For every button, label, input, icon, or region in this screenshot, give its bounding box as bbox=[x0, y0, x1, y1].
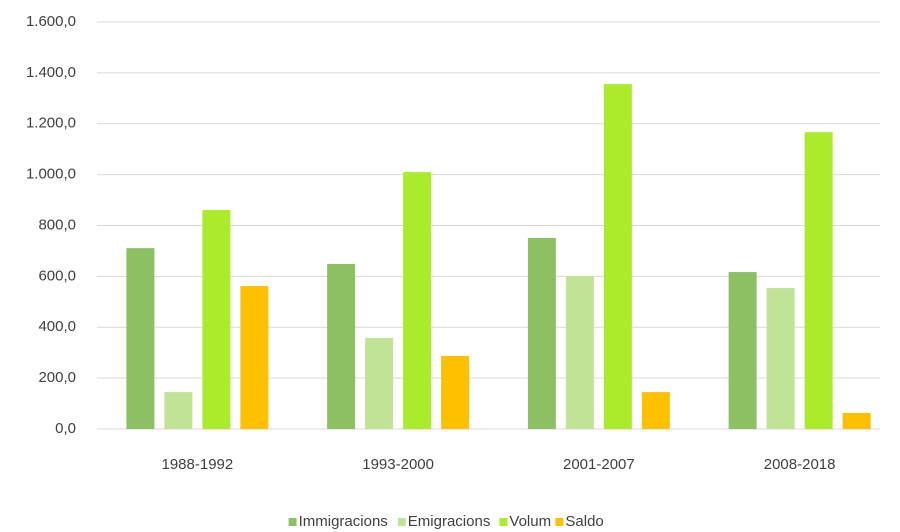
bar bbox=[240, 286, 269, 429]
bar bbox=[804, 132, 833, 429]
bar bbox=[527, 237, 556, 429]
legend-swatch bbox=[397, 518, 406, 526]
y-tick-label: 600,0 bbox=[38, 267, 76, 284]
bar bbox=[365, 337, 394, 429]
legend-swatch bbox=[555, 518, 564, 526]
legend-label: Emigracions bbox=[408, 513, 491, 530]
y-tick-label: 1.200,0 bbox=[26, 115, 76, 132]
bar bbox=[766, 288, 795, 429]
x-tick-label: 1993-2000 bbox=[362, 456, 434, 473]
bar bbox=[164, 392, 193, 429]
legend-label: Saldo bbox=[565, 513, 603, 530]
bar bbox=[842, 412, 871, 429]
bar bbox=[565, 276, 594, 429]
y-tick-label: 0,0 bbox=[55, 420, 76, 437]
y-tick-label: 400,0 bbox=[38, 318, 76, 335]
bar bbox=[403, 172, 432, 430]
y-tick-label: 200,0 bbox=[38, 369, 76, 386]
y-tick-label: 1.000,0 bbox=[26, 166, 76, 183]
bar bbox=[202, 209, 231, 429]
bar bbox=[728, 272, 757, 429]
y-tick-label: 1.400,0 bbox=[26, 64, 76, 81]
bar bbox=[327, 263, 356, 429]
y-tick-label: 1.600,0 bbox=[26, 13, 76, 30]
bar bbox=[641, 392, 670, 429]
legend-label: Immigracions bbox=[299, 513, 388, 530]
legend-swatch bbox=[499, 518, 508, 526]
bar bbox=[603, 84, 632, 429]
legend-label: Volum bbox=[509, 513, 551, 530]
bar bbox=[441, 355, 470, 429]
bar bbox=[126, 248, 155, 429]
legend-swatch bbox=[288, 518, 297, 526]
x-tick-label: 1988-1992 bbox=[162, 456, 234, 473]
x-tick-label: 2008-2018 bbox=[764, 456, 836, 473]
x-tick-label: 2001-2007 bbox=[563, 456, 635, 473]
y-tick-label: 800,0 bbox=[38, 216, 76, 233]
